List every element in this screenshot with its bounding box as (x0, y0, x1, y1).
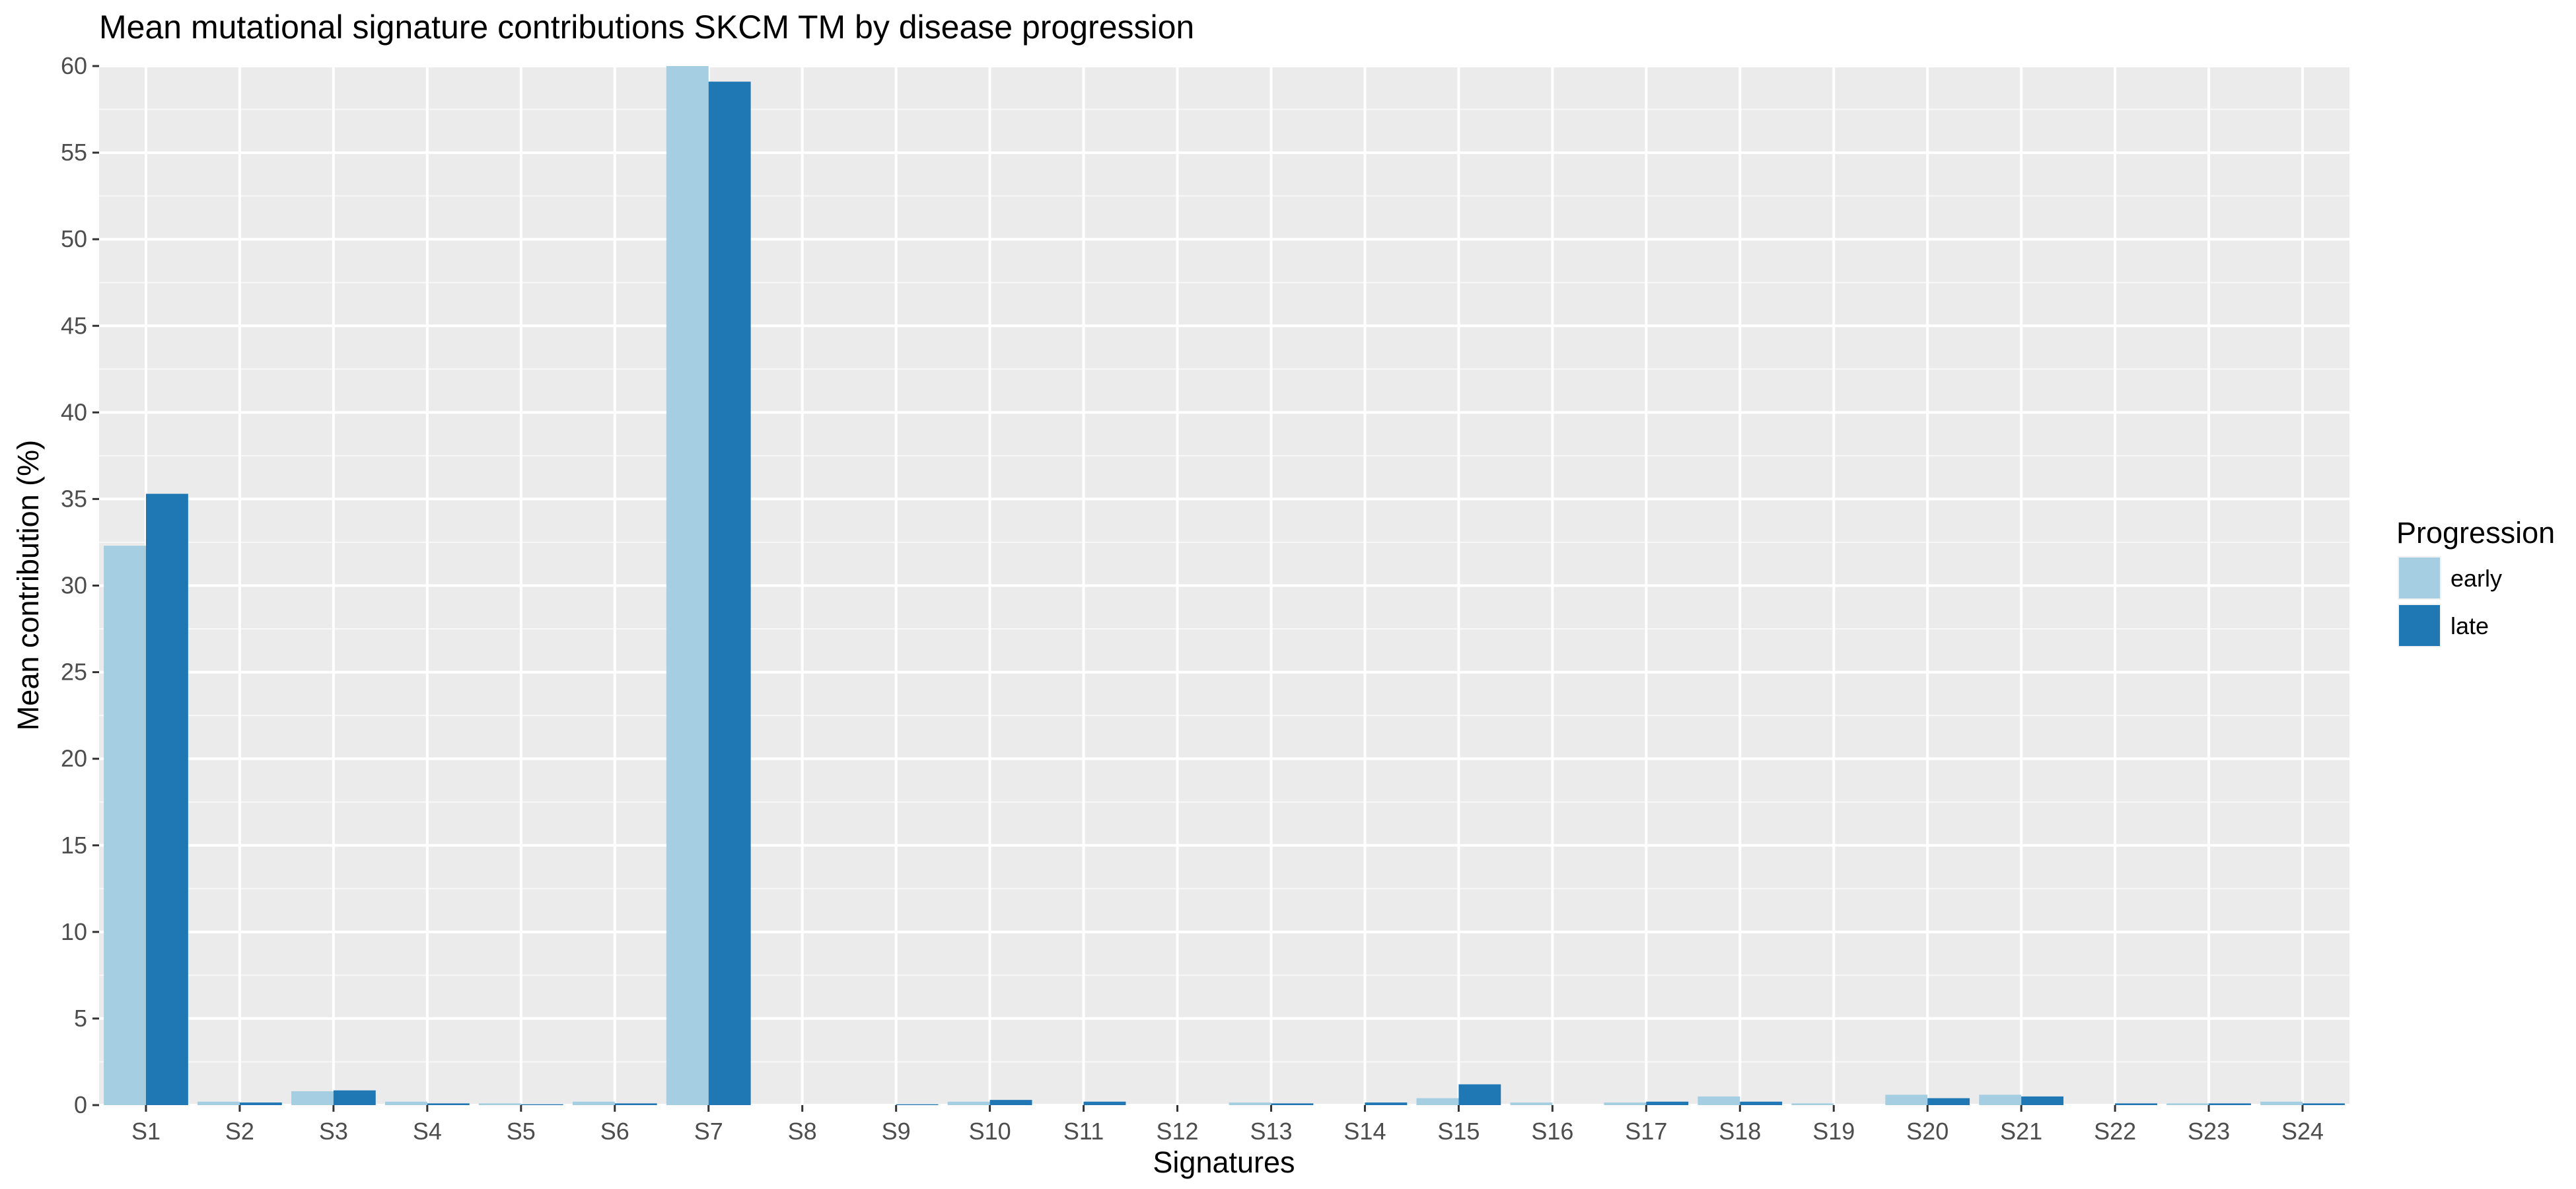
bar-late-S4 (427, 1103, 470, 1105)
legend-swatch-late (2399, 605, 2440, 646)
y-tick-label: 45 (61, 312, 87, 339)
x-tick-label: S5 (507, 1118, 536, 1145)
bars (104, 66, 2345, 1106)
x-tick-label: S21 (2000, 1118, 2042, 1145)
bar-late-S6 (614, 1103, 657, 1105)
bar-late-S2 (239, 1102, 282, 1105)
y-tick-label: 60 (61, 52, 87, 79)
x-tick-label: S7 (694, 1118, 723, 1145)
bar-late-S1 (145, 493, 188, 1105)
bar-late-S23 (2209, 1103, 2251, 1105)
bar-early-S17 (1604, 1102, 1647, 1105)
x-tick-label: S14 (1343, 1118, 1386, 1145)
x-tick-label: S24 (2281, 1118, 2324, 1145)
bar-early-S3 (291, 1091, 334, 1105)
bar-early-S1 (104, 546, 146, 1105)
x-tick-label: S19 (1812, 1118, 1855, 1145)
bar-late-S21 (2021, 1096, 2064, 1105)
bar-late-S22 (2115, 1103, 2157, 1105)
gridlines (99, 65, 2349, 1106)
bar-early-S23 (2166, 1103, 2209, 1105)
y-tick-label: 25 (61, 659, 87, 686)
x-tick-label: S18 (1719, 1118, 1761, 1145)
bar-early-S18 (1698, 1096, 1740, 1105)
bar-late-S7 (708, 81, 751, 1106)
x-tick-label: S17 (1625, 1118, 1667, 1145)
bar-early-S16 (1510, 1102, 1553, 1105)
x-tick-label: S15 (1437, 1118, 1480, 1145)
y-tick-label: 10 (61, 918, 87, 945)
x-tick-label: S1 (131, 1118, 161, 1145)
y-tick-label: 35 (61, 485, 87, 512)
bar-early-S6 (572, 1101, 615, 1105)
bar-early-S13 (1229, 1102, 1271, 1105)
y-tick-label: 40 (61, 398, 87, 425)
y-tick-label: 0 (74, 1091, 87, 1118)
y-axis-title: Mean contribution (%) (11, 440, 45, 731)
legend-label-early: early (2451, 565, 2502, 592)
bar-early-S21 (1979, 1095, 2022, 1105)
bar-late-S24 (2303, 1103, 2345, 1105)
bar-early-S10 (947, 1101, 990, 1105)
chart-title: Mean mutational signature contributions … (99, 9, 1194, 46)
x-tick-label: S13 (1250, 1118, 1292, 1145)
y-tick-label: 15 (61, 832, 87, 859)
bar-early-S4 (384, 1101, 427, 1105)
legend: Progression early late (2396, 516, 2555, 647)
bar-early-S2 (197, 1101, 240, 1105)
x-tick-label: S2 (225, 1118, 254, 1145)
bar-late-S11 (1083, 1101, 1126, 1105)
y-tick-label: 5 (74, 1005, 87, 1032)
y-axis: 0 5 10 15 20 25 30 35 40 45 50 55 60 (61, 52, 99, 1118)
bar-early-S15 (1416, 1098, 1459, 1105)
x-tick-label: S12 (1156, 1118, 1198, 1145)
bar-late-S5 (520, 1104, 563, 1105)
x-tick-label: S16 (1531, 1118, 1573, 1145)
y-tick-label: 30 (61, 572, 87, 599)
x-tick-label: S23 (2188, 1118, 2230, 1145)
x-tick-label: S20 (1906, 1118, 1949, 1145)
y-tick-label: 20 (61, 745, 87, 772)
legend-label-late: late (2451, 612, 2489, 639)
x-tick-label: S8 (788, 1118, 817, 1145)
x-tick-label: S3 (319, 1118, 348, 1145)
x-tick-label: S22 (2094, 1118, 2136, 1145)
x-tick-label: S4 (413, 1118, 442, 1145)
bar-late-S17 (1646, 1101, 1689, 1105)
legend-title: Progression (2396, 516, 2555, 550)
bar-late-S15 (1458, 1084, 1501, 1105)
bar-late-S9 (896, 1104, 939, 1105)
x-tick-label: S6 (600, 1118, 629, 1145)
y-tick-label: 55 (61, 139, 87, 166)
bar-early-S20 (1885, 1095, 1928, 1105)
bar-early-S7 (666, 66, 709, 1105)
y-tick-label: 50 (61, 225, 87, 252)
x-tick-label: S10 (969, 1118, 1011, 1145)
x-axis: S1 S2 S3 S4 S5 S6 S7 S8 S9 S10 S11 S12 S13 S14 S15 S16 S… (131, 1105, 2324, 1145)
bar-early-S24 (2260, 1101, 2303, 1105)
bar-late-S3 (333, 1090, 376, 1105)
bar-early-S19 (1791, 1103, 1834, 1105)
x-tick-label: S9 (882, 1118, 911, 1145)
bar-late-S14 (1365, 1102, 1408, 1105)
legend-swatch-early (2399, 558, 2440, 598)
bar-late-S20 (1927, 1098, 1970, 1105)
bar-late-S10 (989, 1100, 1032, 1105)
x-tick-label: S11 (1063, 1118, 1104, 1145)
bar-early-S5 (478, 1103, 521, 1105)
bar-late-S13 (1271, 1103, 1314, 1105)
x-axis-title: Signatures (1153, 1145, 1295, 1179)
bar-late-S18 (1740, 1101, 1783, 1105)
